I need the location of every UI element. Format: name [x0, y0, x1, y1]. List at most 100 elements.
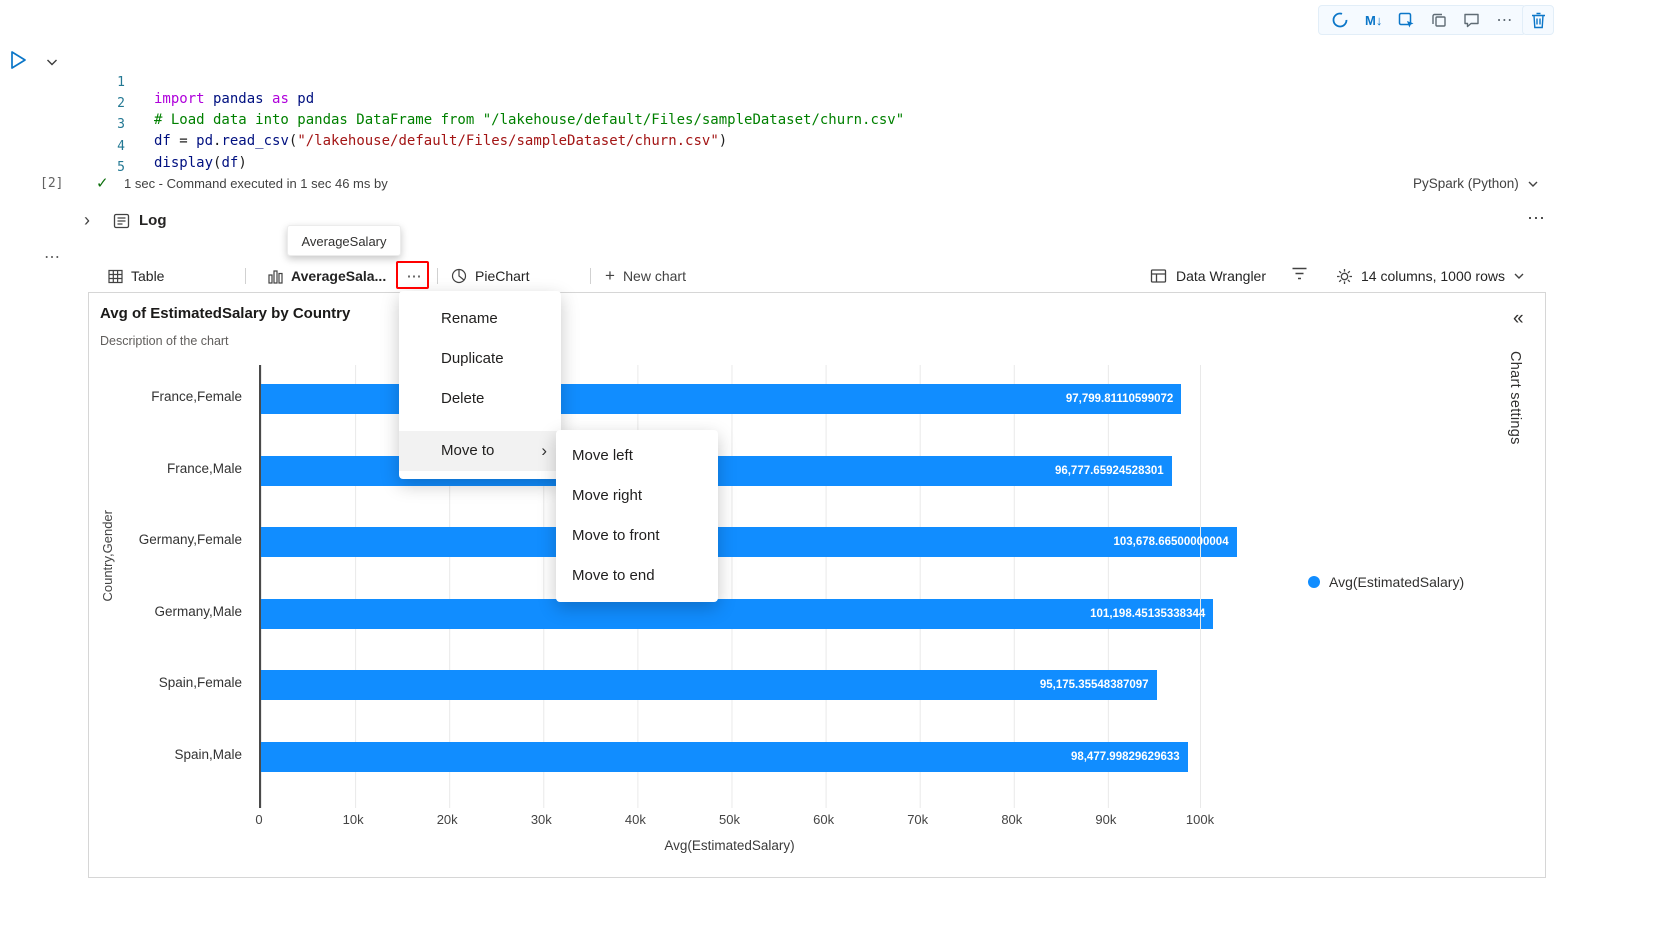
data-wrangler-icon — [1150, 268, 1167, 284]
bar-value-label: 103,678.66500000004 — [1113, 536, 1229, 549]
copilot-icon[interactable] — [1331, 11, 1349, 29]
x-tick: 90k — [1095, 812, 1117, 827]
log-more-options-icon[interactable]: ⋯ — [1527, 208, 1545, 228]
comment-icon[interactable] — [1463, 12, 1480, 28]
menu-item-move-to[interactable]: Move to › — [399, 431, 561, 471]
table-icon — [108, 269, 123, 284]
kernel-selector[interactable]: PySpark (Python) — [1413, 176, 1539, 191]
log-icon — [113, 213, 130, 229]
x-tick: 0 — [255, 812, 263, 827]
bar: 101,198.45135338344 — [261, 598, 1214, 629]
menu-item-move-to-end[interactable]: Move to end — [572, 567, 655, 584]
line-number: 1 — [117, 75, 125, 90]
menu-item-move-to-front[interactable]: Move to front — [572, 527, 660, 544]
x-tick: 40k — [624, 812, 646, 827]
menu-item-move-right[interactable]: Move right — [572, 487, 643, 504]
chevron-down-icon — [1513, 270, 1525, 282]
bar-row: 103,678.66500000004 — [261, 527, 1237, 558]
filter-icon[interactable] — [1291, 266, 1308, 281]
cell-gutter-more-icon[interactable]: ⋯ — [44, 249, 60, 266]
execution-status-text: 1 sec - Command executed in 1 sec 46 ms … — [124, 176, 388, 191]
kernel-label: PySpark (Python) — [1413, 176, 1519, 191]
chart-description: Description of the chart — [100, 334, 229, 348]
run-cell-button[interactable] — [9, 50, 27, 70]
x-tick: 20k — [436, 812, 458, 827]
bar-value-label: 95,175.35548387097 — [1039, 679, 1149, 692]
x-tick: 70k — [907, 812, 929, 827]
x-tick: 30k — [530, 812, 552, 827]
tab-table[interactable]: Table — [108, 261, 164, 291]
line-number: 4 — [117, 139, 125, 154]
category-label: Spain,Female — [158, 675, 242, 691]
code-line: 3 df = pd.read_csv("/lakehouse/default/F… — [0, 101, 1600, 149]
collapse-panel-icon[interactable]: « — [1513, 308, 1524, 329]
run-options-chevron-icon[interactable] — [45, 55, 59, 69]
menu-item-rename[interactable]: Rename — [441, 310, 498, 327]
copy-cell-icon[interactable] — [1431, 12, 1447, 28]
chart-tab-bar: Table AverageSala... ⋯ PieChart + New ch… — [88, 261, 1546, 291]
code-line: 5 — [0, 144, 1600, 175]
pie-chart-icon — [451, 268, 467, 284]
menu-item-label: Move to — [441, 442, 495, 459]
cell-toolbar: M↓ ⋯ — [1318, 5, 1527, 35]
menu-item-move-left[interactable]: Move left — [572, 447, 633, 464]
tab-pie-chart[interactable]: PieChart — [451, 261, 529, 291]
category-label: France,Male — [166, 460, 242, 476]
tab-divider — [245, 268, 246, 284]
x-axis-title: Avg(EstimatedSalary) — [664, 838, 795, 853]
execution-count: [2] — [40, 176, 64, 191]
new-chart-button[interactable]: + New chart — [605, 261, 686, 291]
line-number: 3 — [117, 117, 125, 132]
tab-tooltip: AverageSalary — [287, 225, 401, 256]
code-line: 1 import pandas as pd — [0, 59, 1600, 107]
tab-label: PieChart — [475, 268, 530, 284]
category-label: Spain,Male — [174, 747, 242, 762]
tab-more-options-button[interactable]: ⋯ — [406, 267, 422, 285]
columns-rows-label: 14 columns, 1000 rows — [1361, 268, 1505, 284]
x-tick: 10k — [342, 812, 364, 827]
data-wrangler-label: Data Wrangler — [1176, 268, 1267, 284]
bar: 95,175.35548387097 — [261, 670, 1157, 701]
chart-legend: Avg(EstimatedSalary) — [1308, 574, 1464, 590]
menu-item-delete[interactable]: Delete — [441, 390, 485, 407]
tab-divider — [437, 268, 438, 284]
bar-value-label: 98,477.99829629633 — [1070, 751, 1180, 763]
category-label: France,Female — [151, 389, 242, 404]
bar-chart-icon — [268, 269, 283, 284]
tab-divider — [590, 268, 591, 284]
move-to-submenu: Move left Move right Move to front Move … — [556, 430, 718, 602]
more-options-icon[interactable]: ⋯ — [1496, 12, 1514, 29]
menu-item-duplicate[interactable]: Duplicate — [441, 350, 504, 367]
x-tick: 80k — [1001, 812, 1023, 827]
x-tick: 60k — [813, 812, 835, 827]
tab-average-salary[interactable]: AverageSala... — [268, 261, 386, 291]
line-number: 2 — [117, 96, 125, 111]
move-cell-icon[interactable] — [1398, 12, 1415, 29]
code-line: 2 # Load data into pandas DataFrame from… — [0, 80, 1600, 128]
menu-spacer — [399, 419, 561, 431]
x-tick: 50k — [719, 812, 740, 827]
delete-cell-button[interactable] — [1522, 5, 1554, 35]
bar: 103,678.66500000004 — [261, 527, 1237, 558]
new-chart-label: New chart — [622, 268, 686, 284]
bar-value-label: 101,198.45135338344 — [1090, 607, 1206, 620]
log-section-title: Log — [139, 212, 167, 229]
chevron-right-icon: › — [541, 441, 547, 460]
tab-label: AverageSala... — [291, 268, 387, 284]
bar-row: 95,175.35548387097 — [261, 670, 1157, 701]
category-label: Germany,Male — [154, 603, 242, 619]
legend-dot-icon — [1308, 576, 1320, 588]
log-expander-chevron-icon[interactable]: › — [84, 210, 90, 230]
success-check-icon: ✓ — [96, 175, 109, 192]
trash-icon — [1531, 12, 1546, 29]
plus-icon: + — [605, 266, 615, 285]
category-label: Germany,Female — [138, 532, 242, 548]
columns-rows-selector[interactable]: 14 columns, 1000 rows — [1336, 261, 1525, 291]
bar: 98,477.99829629633 — [261, 742, 1188, 772]
chart-settings-tab[interactable]: Chart settings — [1507, 351, 1523, 445]
convert-to-markdown-icon[interactable]: M↓ — [1365, 12, 1383, 28]
bar-value-label: 96,777.65924528301 — [1054, 464, 1164, 477]
data-wrangler-button[interactable]: Data Wrangler — [1150, 261, 1266, 291]
gear-icon — [1336, 268, 1353, 285]
